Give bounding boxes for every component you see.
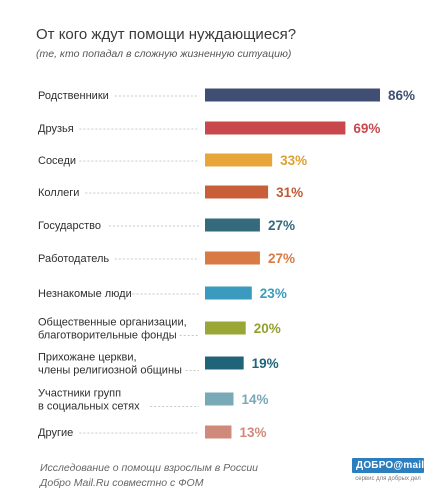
category-label: Работодатель: [38, 253, 109, 265]
value-label: 20%: [254, 321, 281, 336]
category-label: Общественные организации, благотворительн…: [38, 317, 187, 342]
value-label: 33%: [280, 153, 307, 168]
bar: [205, 218, 260, 232]
brand-logo-block[interactable]: ДОБРО@mail.ru сервис для добрых дел: [352, 458, 437, 482]
bar: [205, 185, 269, 199]
category-label: Коллеги: [38, 187, 79, 199]
value-label: 19%: [252, 356, 279, 371]
source-note: Исследование о помощи взрослым в России …: [40, 461, 280, 491]
category-label: Государство: [38, 220, 101, 232]
chart-title: От кого ждут помощи нуждающиеся?: [36, 26, 297, 43]
value-label: 31%: [276, 185, 303, 200]
category-label: Прихожане церкви, члены религиозной общин…: [38, 352, 182, 377]
value-label: 23%: [260, 286, 287, 301]
source-line-2: Добро Mail.Ru совместно с ФОМ: [40, 477, 204, 489]
bar: [205, 356, 244, 370]
bar: [205, 392, 234, 406]
value-label: 86%: [388, 88, 415, 103]
category-label: Другие: [38, 427, 73, 439]
category-label: Незнакомые люди: [38, 288, 132, 300]
brand-logo: ДОБРО@mail.ru: [352, 458, 437, 473]
category-label: Родственники: [38, 90, 109, 102]
category-label: Соседи: [38, 155, 76, 167]
value-label: 27%: [268, 251, 295, 266]
bar: [205, 321, 246, 335]
bar-chart: Родственники 86% Друзья 69% Соседи 33% Коллеги…: [38, 88, 415, 440]
bar: [205, 251, 260, 265]
chart-subtitle: (те, кто попадал в сложную жизненную сит…: [36, 48, 292, 60]
bar: [205, 88, 380, 102]
value-label: 69%: [353, 121, 380, 136]
value-label: 13%: [239, 425, 266, 440]
category-label: Друзья: [38, 123, 74, 135]
bar: [205, 153, 273, 167]
bar: [205, 121, 346, 135]
value-label: 14%: [241, 392, 268, 407]
brand-tagline: сервис для добрых дел: [355, 476, 421, 482]
category-label: Участники групп в социальных сетях: [38, 388, 140, 413]
bar: [205, 286, 252, 300]
source-line-1: Исследование о помощи взрослым в России: [40, 462, 258, 474]
value-label: 27%: [268, 218, 295, 233]
bar: [205, 425, 232, 439]
